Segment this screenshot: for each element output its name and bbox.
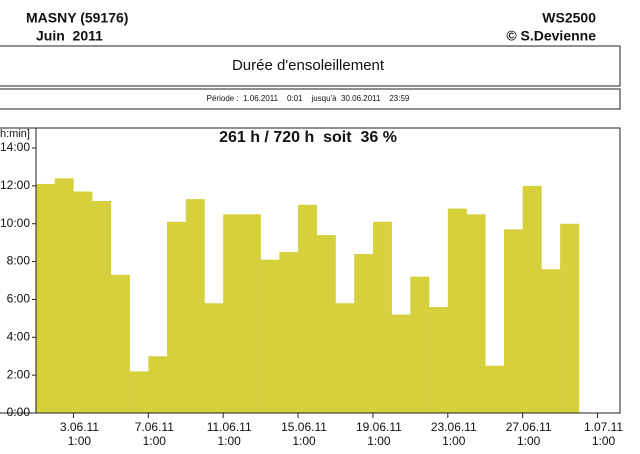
- x-tick-label: 11.06.11: [207, 420, 252, 434]
- x-tick-time: 1:00: [143, 434, 167, 448]
- bar: [298, 204, 318, 413]
- month: Juin 2011: [36, 28, 103, 44]
- station: MASNY (59176): [26, 10, 128, 26]
- bar: [560, 223, 580, 413]
- x-tick-time: 1:00: [442, 434, 466, 448]
- bar: [466, 214, 486, 413]
- bar: [260, 259, 280, 413]
- title-box: [0, 45, 621, 87]
- bar: [485, 365, 505, 413]
- y-tick-label: 8:00: [7, 254, 31, 268]
- bar: [503, 229, 523, 413]
- bar: [185, 199, 205, 413]
- y-tick-label: 12:00: [0, 178, 30, 192]
- x-tick-label: 27.06.11: [506, 420, 552, 434]
- y-tick-label: 10:00: [0, 216, 30, 230]
- x-tick-time: 1:00: [367, 434, 391, 448]
- bar: [410, 276, 430, 413]
- x-tick-time: 1:00: [592, 434, 616, 448]
- y-tick-label: 6:00: [7, 292, 31, 306]
- annotation: 261 h / 720 h soit 36 %: [219, 129, 397, 146]
- bar: [316, 235, 336, 413]
- bar: [129, 371, 149, 413]
- x-tick-label: 3.06.11: [60, 420, 99, 434]
- subtitle: Période : 1.06.2011 0:01 jusqu'à 30.06.2…: [207, 94, 410, 103]
- subtitle-box: [0, 88, 621, 110]
- bar: [92, 201, 112, 413]
- x-tick-time: 1:00: [217, 434, 241, 448]
- x-tick-time: 1:00: [68, 434, 92, 448]
- x-tick-label: 19.06.11: [356, 420, 402, 434]
- x-tick-time: 1:00: [517, 434, 541, 448]
- x-tick-label: 23.06.11: [431, 420, 477, 434]
- device: WS2500: [542, 10, 596, 26]
- y-tick-label: 4:00: [7, 329, 31, 343]
- bar: [335, 303, 355, 413]
- y-tick-label: 14:00: [0, 140, 30, 154]
- bar: [54, 178, 74, 413]
- x-tick-label: 1.07.11: [584, 420, 623, 434]
- bar: [148, 356, 168, 413]
- bar: [223, 214, 243, 413]
- x-tick-label: 15.06.11: [281, 420, 327, 434]
- bar: [372, 221, 392, 413]
- bar: [204, 303, 224, 413]
- bar: [354, 254, 374, 413]
- y-tick-label: 0:00: [7, 405, 31, 419]
- bar: [110, 274, 130, 413]
- chart-title: Durée d'ensoleillement: [232, 57, 385, 74]
- y-axis-label: h:min]: [0, 128, 30, 140]
- bar: [241, 214, 261, 413]
- bar: [391, 314, 411, 413]
- bar: [167, 221, 187, 413]
- bar: [73, 191, 93, 413]
- bar: [447, 208, 467, 413]
- x-tick-label: 7.06.11: [135, 420, 174, 434]
- bar: [429, 307, 449, 413]
- bar: [522, 185, 542, 413]
- author: © S.Devienne: [506, 28, 596, 44]
- y-tick-label: 2:00: [7, 367, 31, 381]
- x-tick-time: 1:00: [292, 434, 316, 448]
- bar: [541, 269, 561, 413]
- bar: [279, 252, 299, 413]
- bar: [36, 183, 56, 413]
